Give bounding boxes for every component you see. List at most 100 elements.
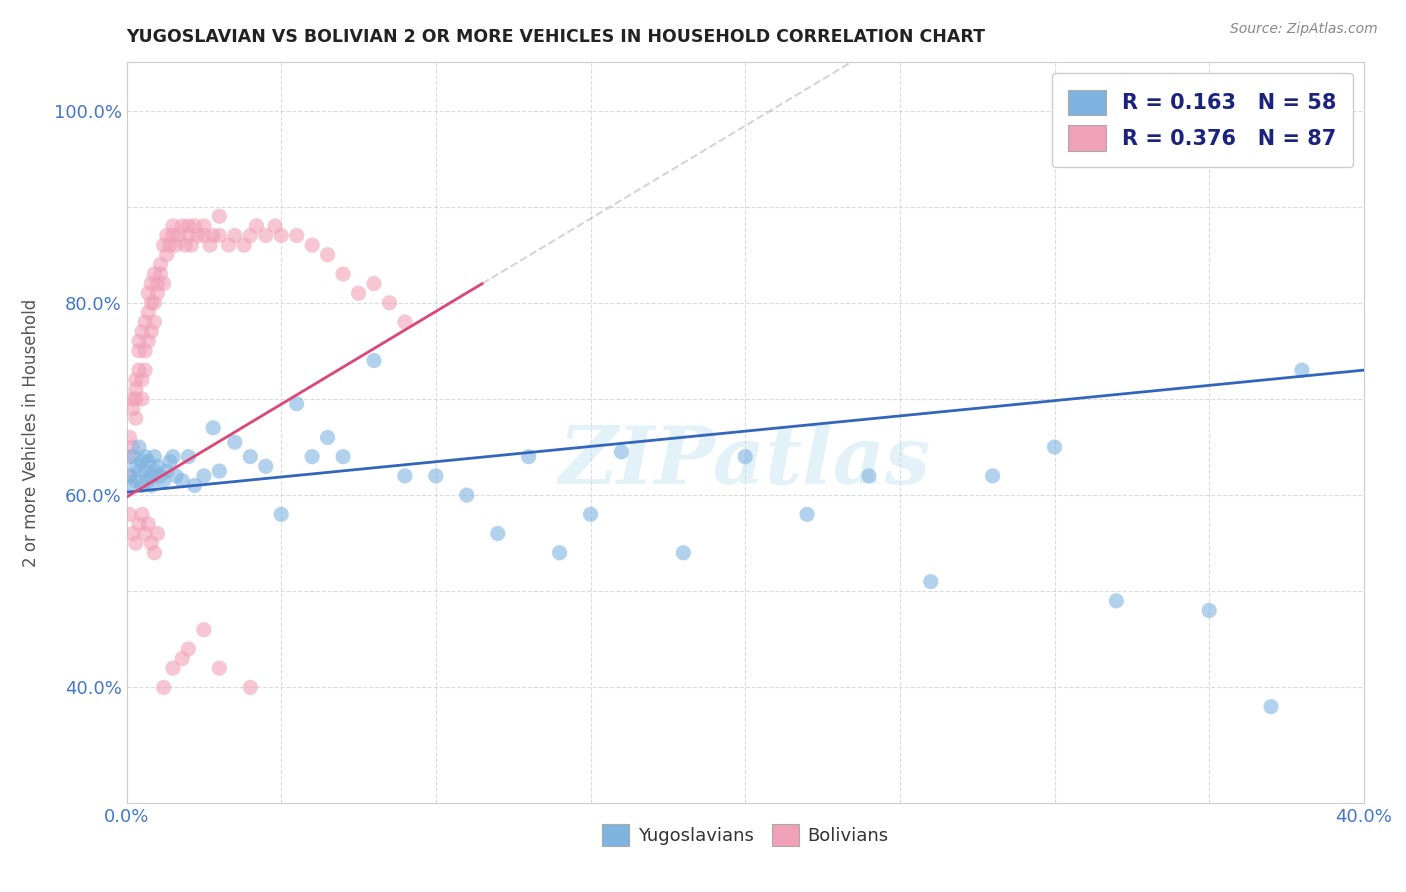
- Point: [131, 325, 153, 339]
- Point: [143, 295, 166, 310]
- Point: [363, 353, 385, 368]
- Legend: Yugoslavians, Bolivians: Yugoslavians, Bolivians: [595, 816, 896, 853]
- Point: [1105, 594, 1128, 608]
- Point: [152, 277, 174, 291]
- Point: [136, 286, 159, 301]
- Point: [141, 295, 163, 310]
- Point: [239, 450, 262, 464]
- Text: Source: ZipAtlas.com: Source: ZipAtlas.com: [1230, 22, 1378, 37]
- Point: [347, 286, 370, 301]
- Point: [125, 392, 148, 406]
- Point: [162, 661, 184, 675]
- Point: [610, 445, 633, 459]
- Point: [156, 248, 179, 262]
- Point: [858, 469, 880, 483]
- Point: [146, 526, 169, 541]
- Point: [425, 469, 447, 483]
- Point: [118, 430, 141, 444]
- Point: [208, 228, 231, 243]
- Point: [920, 574, 942, 589]
- Point: [208, 209, 231, 223]
- Point: [134, 363, 156, 377]
- Point: [131, 373, 153, 387]
- Point: [159, 454, 181, 468]
- Point: [208, 464, 231, 478]
- Point: [134, 343, 156, 358]
- Point: [183, 478, 205, 492]
- Point: [394, 315, 416, 329]
- Point: [143, 464, 166, 478]
- Point: [146, 286, 169, 301]
- Point: [131, 454, 153, 468]
- Point: [125, 373, 148, 387]
- Point: [239, 228, 262, 243]
- Point: [456, 488, 478, 502]
- Point: [301, 450, 323, 464]
- Point: [159, 238, 181, 252]
- Point: [143, 546, 166, 560]
- Point: [143, 267, 166, 281]
- Point: [332, 450, 354, 464]
- Point: [121, 440, 143, 454]
- Point: [149, 267, 172, 281]
- Point: [143, 315, 166, 329]
- Point: [1198, 603, 1220, 617]
- Point: [193, 469, 215, 483]
- Point: [187, 228, 209, 243]
- Point: [136, 305, 159, 319]
- Point: [202, 228, 225, 243]
- Point: [180, 238, 202, 252]
- Point: [128, 464, 150, 478]
- Point: [162, 450, 184, 464]
- Point: [156, 228, 179, 243]
- Point: [224, 228, 246, 243]
- Point: [233, 238, 256, 252]
- Point: [254, 228, 277, 243]
- Point: [125, 411, 148, 425]
- Point: [316, 248, 339, 262]
- Point: [548, 546, 571, 560]
- Point: [146, 459, 169, 474]
- Point: [141, 469, 163, 483]
- Point: [981, 469, 1004, 483]
- Point: [118, 508, 141, 522]
- Point: [152, 238, 174, 252]
- Point: [394, 469, 416, 483]
- Text: YUGOSLAVIAN VS BOLIVIAN 2 OR MORE VEHICLES IN HOUSEHOLD CORRELATION CHART: YUGOSLAVIAN VS BOLIVIAN 2 OR MORE VEHICL…: [127, 28, 986, 45]
- Point: [332, 267, 354, 281]
- Point: [156, 464, 179, 478]
- Point: [208, 661, 231, 675]
- Point: [128, 334, 150, 349]
- Point: [131, 478, 153, 492]
- Point: [224, 435, 246, 450]
- Y-axis label: 2 or more Vehicles in Household: 2 or more Vehicles in Household: [21, 299, 39, 566]
- Point: [285, 228, 308, 243]
- Text: ZIPatlas: ZIPatlas: [560, 424, 931, 501]
- Point: [118, 469, 141, 483]
- Point: [167, 228, 190, 243]
- Point: [118, 469, 141, 483]
- Point: [134, 464, 156, 478]
- Point: [177, 642, 200, 657]
- Point: [202, 421, 225, 435]
- Point: [136, 334, 159, 349]
- Point: [198, 238, 221, 252]
- Point: [796, 508, 818, 522]
- Point: [128, 440, 150, 454]
- Point: [285, 397, 308, 411]
- Point: [125, 474, 148, 488]
- Point: [134, 315, 156, 329]
- Point: [672, 546, 695, 560]
- Point: [218, 238, 240, 252]
- Point: [131, 392, 153, 406]
- Point: [172, 474, 194, 488]
- Point: [128, 343, 150, 358]
- Point: [143, 450, 166, 464]
- Point: [301, 238, 323, 252]
- Point: [254, 459, 277, 474]
- Point: [486, 526, 509, 541]
- Point: [193, 623, 215, 637]
- Point: [239, 681, 262, 695]
- Point: [136, 454, 159, 468]
- Point: [128, 516, 150, 531]
